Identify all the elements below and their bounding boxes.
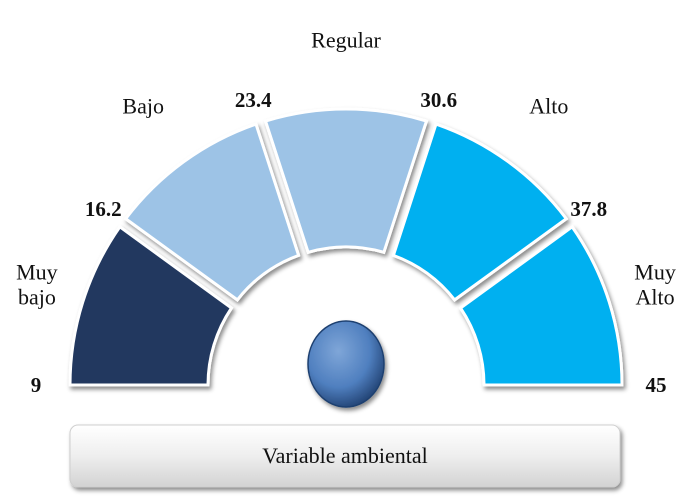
segments	[68, 107, 624, 387]
category-label: Regular	[311, 27, 381, 53]
needle-knob	[307, 320, 385, 408]
category-label: Alto	[529, 93, 569, 119]
tick-label: 16.2	[84, 196, 122, 221]
tick-label: 30.6	[420, 87, 458, 112]
category-label: Muy Alto	[634, 259, 676, 310]
tick-label: 37.8	[570, 196, 608, 221]
tick-label: 45	[645, 372, 667, 397]
tick-label: 9	[30, 372, 42, 397]
title-box	[69, 424, 621, 488]
chart-title: Variable ambiental	[262, 443, 428, 468]
gauge-segment	[123, 122, 301, 302]
gauge-segment	[68, 224, 234, 387]
gauge-segment	[391, 122, 569, 302]
gauge-segment	[458, 224, 624, 387]
tick-label: 23.4	[234, 87, 272, 112]
category-label: Bajo	[122, 93, 164, 119]
gauge-segment	[263, 107, 429, 255]
category-label: Muy bajo	[16, 259, 58, 310]
